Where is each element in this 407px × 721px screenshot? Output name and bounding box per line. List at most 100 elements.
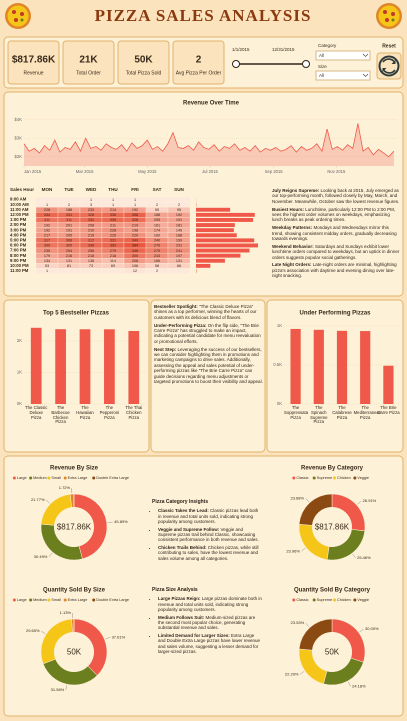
cell-value: 2 — [68, 203, 70, 207]
insight-list: Large Pizzas Reign: Large pizzas dominat… — [152, 596, 262, 654]
heat-cell — [57, 196, 81, 203]
chart-title: Quantity Sold By Category — [294, 588, 371, 594]
legend-label: Chicken — [337, 598, 351, 602]
column-header: SAT — [153, 187, 162, 192]
cell-value: 228 — [44, 208, 50, 212]
cell-value: 241 — [176, 249, 182, 253]
insight-head: Under-Performing Pizza: — [154, 322, 207, 328]
cell-value: 317 — [44, 239, 50, 243]
cell-value: 58 — [155, 264, 159, 268]
x-tick-label: Sep 2015 — [265, 169, 284, 174]
legend-label: Chicken — [337, 476, 351, 480]
row-label: 1:00 PM — [10, 217, 27, 222]
insight: Medium Follows Suit: Medium-sized pizzas… — [158, 615, 262, 631]
heat-cell — [79, 268, 103, 274]
cell-value: 311 — [44, 218, 50, 222]
cell-value: 384 — [132, 244, 138, 248]
insight-head: Weekday Patterns: — [272, 225, 313, 231]
dropdown[interactable] — [315, 50, 371, 61]
legend-swatch — [29, 476, 33, 480]
cell-value: 69 — [111, 264, 115, 268]
insight-head: Large Pizzas Reign: — [158, 596, 201, 602]
heat-cell — [167, 268, 191, 274]
donut-center: $817.86K — [57, 523, 92, 532]
bar — [196, 233, 237, 238]
insight-head: Late Night Orders: — [272, 262, 312, 268]
kpi-label: Total Order — [76, 70, 101, 76]
bar — [196, 253, 241, 258]
cell-value: 188 — [176, 233, 182, 237]
leader-line — [352, 553, 356, 559]
legend-label: Classic — [296, 598, 308, 602]
kpi-value: 2 — [196, 55, 202, 66]
donut-center: $817.86K — [315, 523, 350, 532]
cell-value: 1 — [134, 203, 136, 207]
cell-value: 73 — [89, 264, 93, 268]
cell-value: 2 — [156, 269, 158, 273]
row-label: 11:00 PM — [10, 268, 29, 273]
row-label: 11:00 AM — [10, 207, 29, 212]
dropdown-value: All — [319, 53, 324, 58]
slider-handle[interactable] — [302, 60, 310, 68]
bar — [313, 329, 324, 404]
bar — [196, 263, 211, 268]
cell-value: 134 — [44, 259, 50, 263]
kpi-value: 50K — [134, 55, 153, 66]
insight-head: Limited Demand for Larger Sizes: — [158, 632, 230, 638]
legend-label: Veggie — [357, 476, 369, 480]
cell-value: 192 — [44, 223, 50, 227]
slider-handle[interactable] — [232, 60, 240, 68]
cell-value: 138 — [88, 259, 94, 263]
bar — [196, 258, 225, 263]
legend-label: Double Extra Large — [96, 476, 129, 480]
chart-title: Revenue By Size — [50, 466, 99, 472]
insight: Bestseller Spotlight: "The Classic Delux… — [154, 304, 263, 320]
cell-value: 192 — [176, 213, 182, 217]
line — [23, 123, 395, 158]
data-label: 1.72% — [59, 485, 71, 490]
data-label: 37.61% — [112, 634, 126, 639]
insight: Classic Takes the Lead: Classic pizzas l… — [158, 508, 262, 524]
cell-value: 188 — [66, 208, 72, 212]
donut-slice — [298, 493, 333, 526]
y-tick-label: 0.5K — [273, 362, 282, 367]
cell-value: 210 — [88, 228, 94, 232]
cell-value: 211 — [110, 223, 116, 227]
legend-swatch — [333, 476, 337, 480]
x-tick-label: The Mediterranean Pizza — [353, 405, 382, 420]
cell-value: 1 — [46, 269, 48, 273]
cell-value: 114 — [110, 259, 116, 263]
leader-line — [301, 547, 306, 552]
insight-body: Classic pizzas lead both in revenue and … — [158, 508, 259, 525]
data-label: 23.53% — [291, 620, 305, 625]
cell-value: 344 — [44, 213, 50, 217]
cell-value: 312 — [88, 239, 94, 243]
leader-line — [299, 671, 305, 675]
pizza-icon — [376, 3, 402, 29]
dropdown[interactable] — [315, 70, 371, 81]
cell-value: 219 — [132, 223, 138, 227]
x-tick-label: May 2015 — [138, 169, 157, 174]
insight-title: Pizza Size Analysis — [152, 587, 198, 593]
kpi-value: $817.86K — [12, 55, 56, 66]
insight-body: Medium-sized pizzas are the second most … — [158, 614, 256, 631]
bar — [290, 328, 301, 404]
insight: Under-Performing Pizza: On the flip side… — [154, 323, 263, 345]
date-start: 1/1/2015 — [232, 47, 250, 52]
bar — [30, 327, 42, 404]
cell-value: 1 — [112, 203, 114, 207]
donut-center: 50K — [67, 648, 82, 657]
y-tick-label: $3K — [15, 135, 23, 140]
legend-label: Classic — [296, 476, 308, 480]
kpi-label: Avg Pizza Per Order — [176, 70, 222, 76]
legend-label: Small — [51, 476, 61, 480]
reset-button[interactable] — [376, 52, 402, 80]
data-label: 22.29% — [285, 671, 299, 676]
cell-value: 2 — [156, 203, 158, 207]
column-header: MON — [42, 187, 53, 192]
row-label: 9:00 PM — [10, 258, 27, 263]
data-label: 31.56% — [51, 687, 65, 692]
legend-swatch — [92, 598, 96, 602]
data-label: 23.96% — [286, 548, 300, 553]
cell-value: 1 — [90, 198, 92, 202]
